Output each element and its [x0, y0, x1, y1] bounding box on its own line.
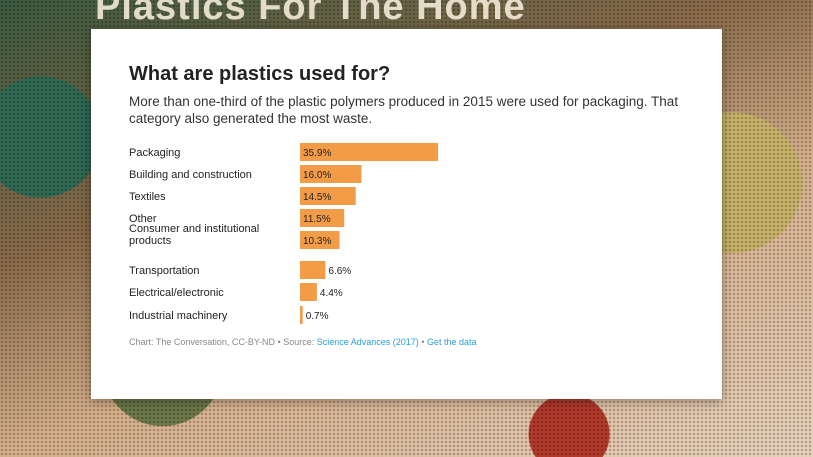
value-label: 10.3% [303, 236, 331, 247]
chart-footer: Chart: The Conversation, CC-BY-ND • Sour… [129, 337, 477, 347]
bar [300, 283, 317, 301]
bar [300, 209, 345, 227]
bar [300, 143, 438, 161]
footer-credit: Chart: The Conversation, CC-BY-ND • Sour… [129, 337, 317, 347]
category-label: Electrical/electronic [129, 287, 224, 299]
chart-title: What are plastics used for? [129, 63, 391, 85]
bar-chart: Packaging 35.9% Building and construction 1… [129, 143, 438, 324]
category-label: Textiles [129, 191, 166, 203]
value-label: 0.7% [306, 311, 329, 322]
category-label: Industrial machinery [129, 310, 228, 322]
bar [300, 261, 326, 279]
bar [300, 231, 340, 249]
category-label: Consumer and institutional products [129, 223, 259, 247]
chart-card: What are plastics used for? More than on… [91, 29, 722, 399]
footer-separator: • [418, 337, 427, 347]
category-label: Building and construction [129, 169, 252, 181]
value-label: 11.5% [303, 214, 331, 225]
category-label: Packaging [129, 147, 180, 159]
category-label: Other [129, 213, 157, 225]
value-label: 4.4% [320, 288, 343, 299]
get-data-link[interactable]: Get the data [426, 337, 477, 347]
value-label: 16.0% [303, 170, 331, 181]
bar [300, 187, 356, 205]
background-sign-text: Plastics For The Home [95, 0, 526, 28]
bar [300, 306, 303, 324]
value-label: 35.9% [303, 148, 331, 159]
bar [300, 165, 362, 183]
chart-subtitle: More than one-third of the plastic polym… [129, 94, 679, 126]
category-label: Transportation [129, 265, 200, 277]
value-label: 14.5% [303, 192, 331, 203]
value-label: 6.6% [328, 266, 351, 277]
source-link[interactable]: Science Advances (2017) [316, 337, 419, 347]
